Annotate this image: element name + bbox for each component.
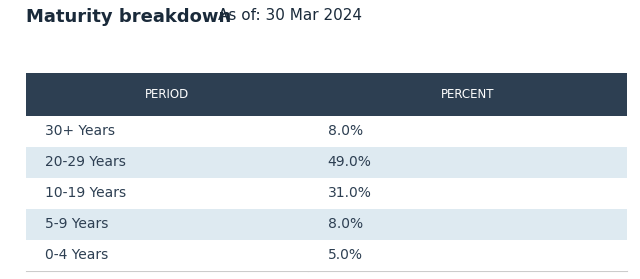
Text: Maturity breakdown: Maturity breakdown: [26, 8, 231, 27]
Text: As of: 30 Mar 2024: As of: 30 Mar 2024: [218, 8, 362, 23]
Text: 49.0%: 49.0%: [328, 155, 371, 169]
Text: 5-9 Years: 5-9 Years: [45, 217, 108, 231]
Text: 8.0%: 8.0%: [328, 217, 363, 231]
Text: PERCENT: PERCENT: [441, 88, 495, 101]
Text: 10-19 Years: 10-19 Years: [45, 186, 126, 200]
Text: 20-29 Years: 20-29 Years: [45, 155, 125, 169]
Text: 5.0%: 5.0%: [328, 248, 362, 262]
Text: 0-4 Years: 0-4 Years: [45, 248, 108, 262]
Text: 31.0%: 31.0%: [328, 186, 371, 200]
Text: PERIOD: PERIOD: [145, 88, 189, 101]
Text: 8.0%: 8.0%: [328, 124, 363, 138]
Text: 30+ Years: 30+ Years: [45, 124, 115, 138]
